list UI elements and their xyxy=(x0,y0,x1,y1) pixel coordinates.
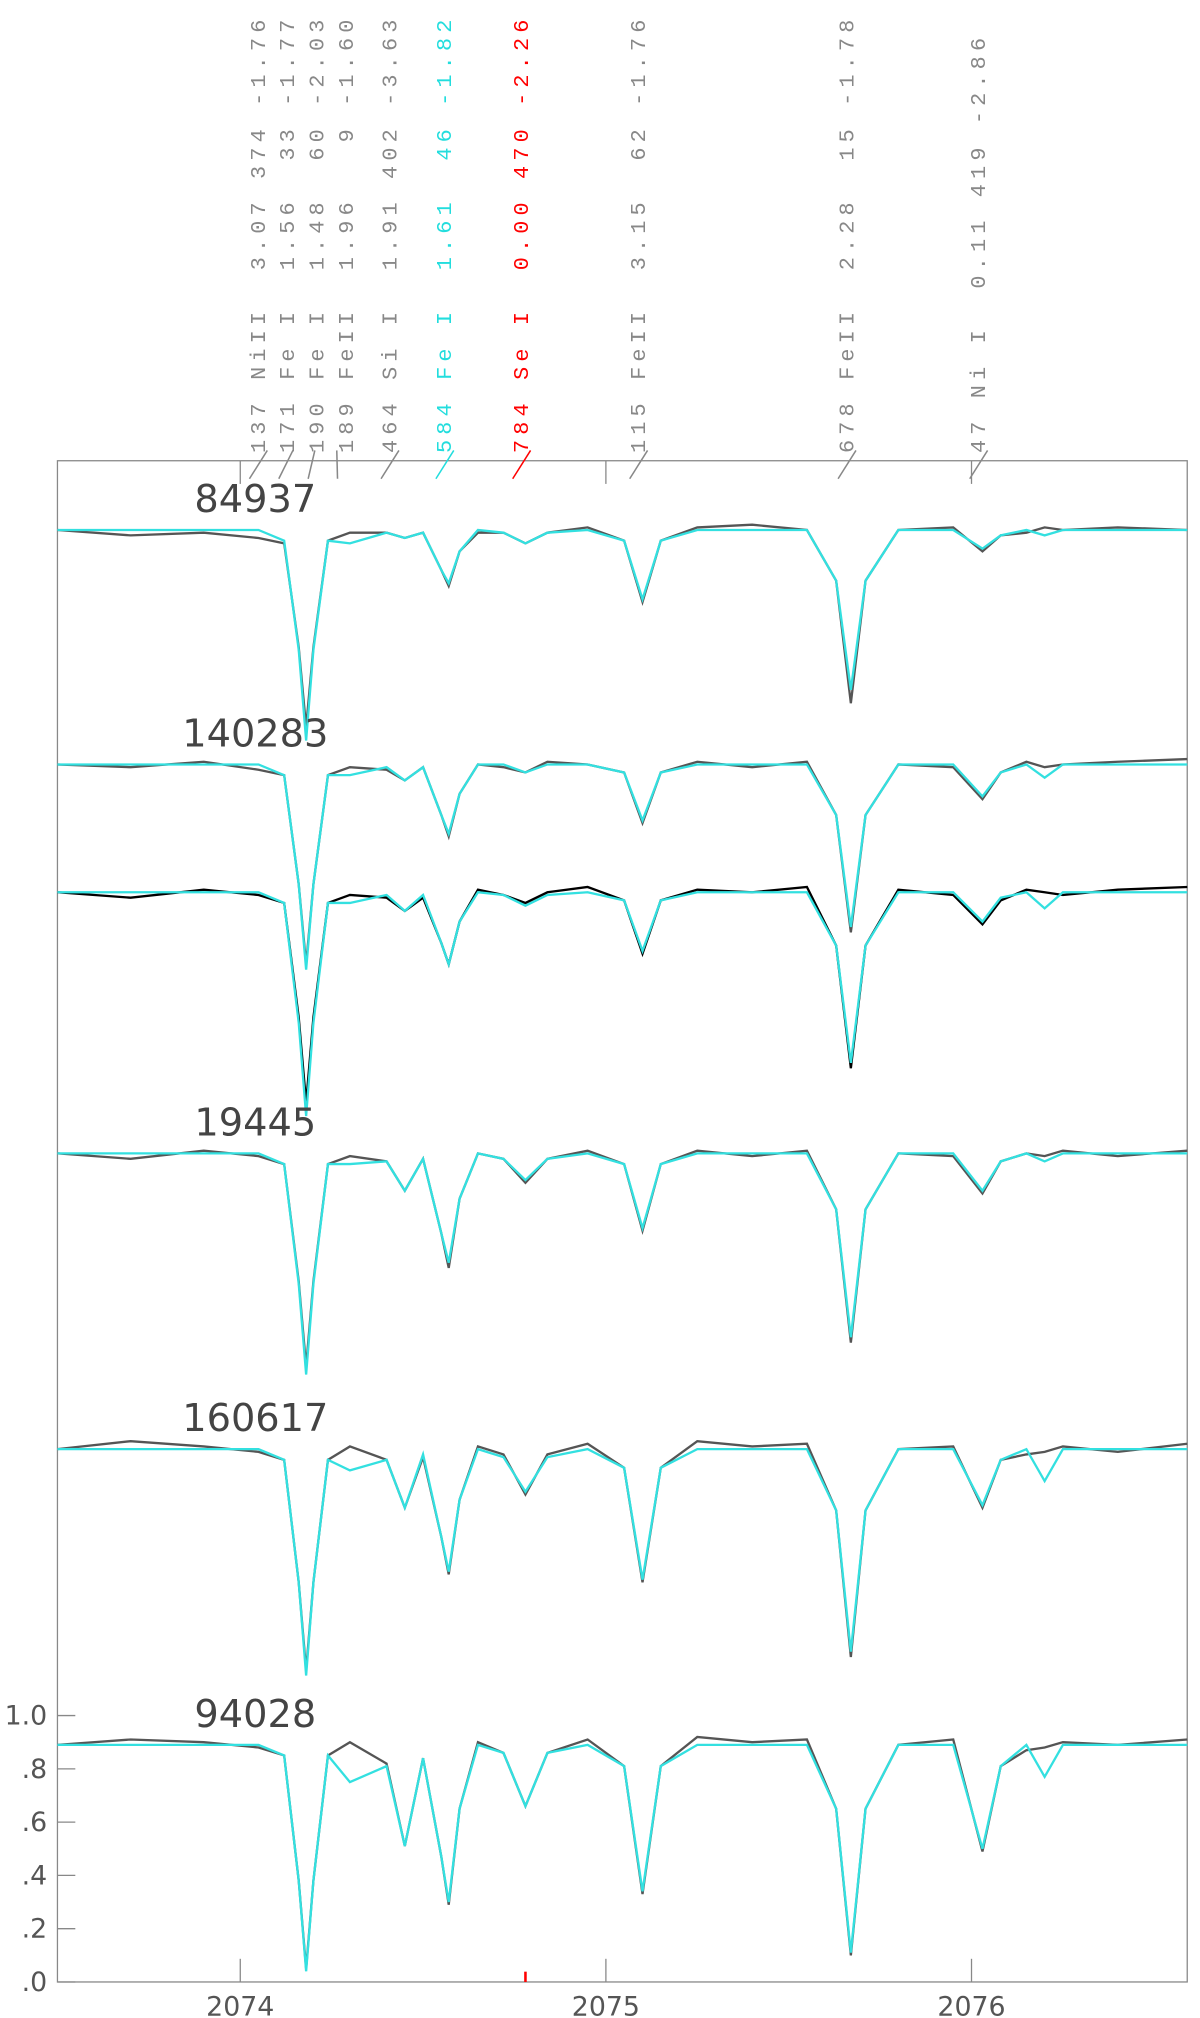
line-id-pointer xyxy=(435,450,455,480)
line-id-label: 137 NiII 3.07 374 -1.76 xyxy=(247,14,272,453)
y-tick-label: .0 xyxy=(22,1967,48,1998)
line-id-label: 784 Se I 0.00 470 -2.26 xyxy=(510,14,535,453)
spectrum-line xyxy=(57,523,1188,728)
spectrum-line xyxy=(57,885,1188,1103)
spectrum-line xyxy=(57,1152,1188,1375)
spectrum-line xyxy=(57,763,1188,970)
line-id-pointer xyxy=(512,450,532,480)
x-tick-label: 2074 xyxy=(206,1991,274,2018)
plot-frame xyxy=(56,460,1188,1983)
x-tick-label: 2076 xyxy=(937,1991,1005,2018)
line-id-pointer xyxy=(336,450,339,479)
line-id-label: 190 Fe I 1.48 60 -2.03 xyxy=(306,14,331,453)
line-id-pointer xyxy=(307,450,316,479)
line-id-pointer xyxy=(248,450,268,480)
line-id-pointer xyxy=(380,450,400,480)
spectrum-line xyxy=(57,528,1188,741)
line-id-label: 115 FeII 3.15 62 -1.76 xyxy=(627,14,652,453)
star-label: 94028 xyxy=(194,1692,316,1737)
star-label: 140283 xyxy=(182,711,328,756)
y-tick-label: .6 xyxy=(22,1807,48,1838)
line-id-label: 171 Fe I 1.56 33 -1.77 xyxy=(276,14,301,453)
line-id-label: 189 FeII 1.96 9 -1.60 xyxy=(335,14,360,453)
line-id-label: 584 Fe I 1.61 46 -1.82 xyxy=(433,14,458,453)
line-id-pointer xyxy=(278,450,294,480)
y-tick-label: .4 xyxy=(22,1860,48,1891)
star-label: 84937 xyxy=(194,477,316,522)
line-id-pointer xyxy=(837,450,857,480)
line-id-label: 678 FeII 2.28 15 -1.78 xyxy=(835,14,860,453)
spectrum-line xyxy=(57,1743,1188,1972)
line-id-pointer xyxy=(629,450,649,480)
spectrum-line xyxy=(57,757,1188,965)
star-label: 160617 xyxy=(182,1396,328,1441)
line-id-label: 47 Ni I 0.11 419 -2.86 xyxy=(967,33,992,453)
star-label: 19445 xyxy=(194,1100,316,1145)
y-tick-label: .8 xyxy=(22,1754,48,1785)
spectrum-line xyxy=(57,891,1188,1117)
line-id-label: 464 Si I 1.91 402 -3.63 xyxy=(378,14,403,453)
spectrum-line xyxy=(57,1735,1188,1969)
spectrum-line xyxy=(57,1149,1188,1367)
spectrum-line xyxy=(57,1439,1188,1671)
y-tick-label: 1.0 xyxy=(5,1700,48,1731)
spectrum-line xyxy=(57,1447,1188,1676)
y-tick-label: .2 xyxy=(22,1914,48,1945)
line-id-pointer xyxy=(969,450,989,480)
x-tick-label: 2075 xyxy=(572,1991,640,2018)
